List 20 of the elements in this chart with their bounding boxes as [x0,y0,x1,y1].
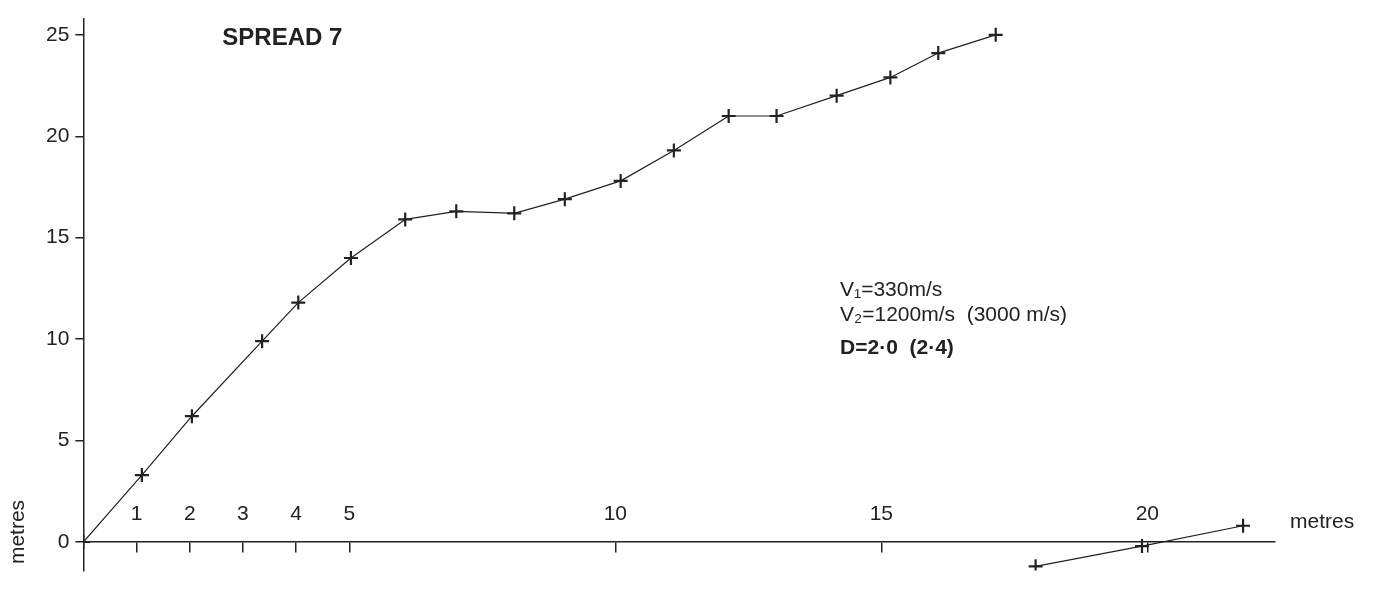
y-tick-label: 25 [46,21,70,45]
y-tick-label: 10 [46,325,70,349]
y-tick-label: 5 [57,427,70,451]
x-axis-title: metres [1290,508,1355,532]
y-tick-label: 15 [46,224,70,248]
x-tick-label: 20 [1135,501,1159,525]
x-tick-label: 5 [343,501,356,525]
annotation: V₁=330m/s [840,277,943,301]
annotation: D=2·0 (2·4) [840,335,954,359]
x-tick-label: 1 [130,501,143,525]
y-tick-label: 0 [57,528,70,552]
x-tick-label: 3 [237,501,249,525]
chart-title: SPREAD 7 [222,23,343,51]
x-tick-label: 4 [290,501,303,525]
y-axis-title: metres [4,499,28,565]
y-tick-label: 20 [46,123,70,147]
x-tick-label: 10 [603,501,628,525]
x-tick-label: 15 [869,501,894,525]
x-tick-label: 2 [183,501,196,525]
annotation: V₂=1200m/s (3000 m/s) [840,302,1068,326]
